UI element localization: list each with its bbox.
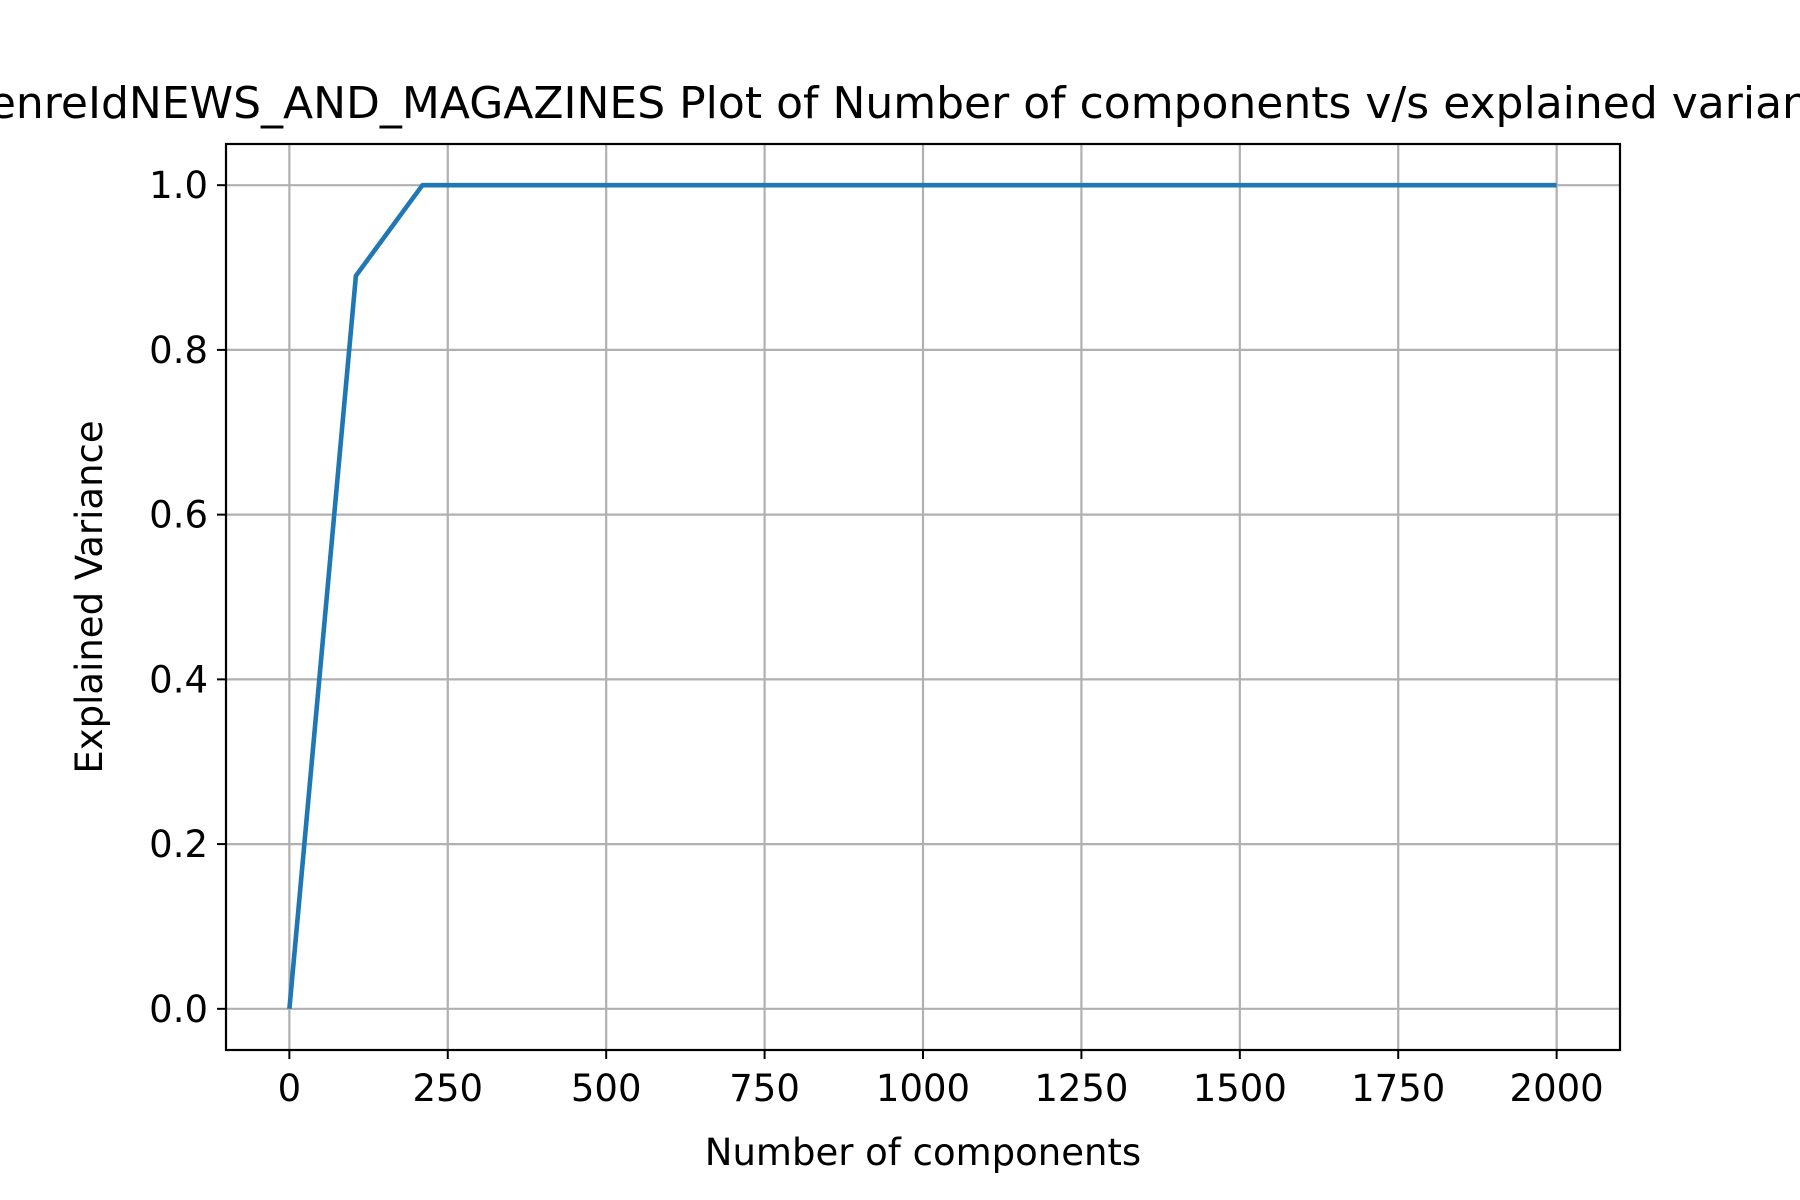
y-tick-label: 1.0 (149, 164, 208, 207)
x-tick-label: 500 (571, 1067, 642, 1110)
y-tick-label: 0.4 (149, 658, 208, 701)
chart-title: enreIdNEWS_AND_MAGAZINES Plot of Number … (0, 78, 1800, 129)
y-tick-label: 0.6 (149, 494, 208, 537)
plot-series (287, 182, 1557, 1010)
axis-ticks: 0 250 500 750 1000 1250 1500 1750 2000 0.0 0.2 0.4 0… (149, 164, 1604, 1110)
x-tick-label: 1250 (1034, 1067, 1128, 1110)
y-axis-label: Explained Variance (68, 420, 111, 773)
y-tick-label: 0.2 (149, 823, 208, 866)
x-tick-label: 2000 (1510, 1067, 1604, 1110)
x-tick-label: 1750 (1351, 1067, 1445, 1110)
x-tick-label: 750 (729, 1067, 800, 1110)
x-axis-label: Number of components (705, 1131, 1141, 1174)
x-tick-label: 250 (412, 1067, 483, 1110)
x-tick-label: 1000 (876, 1067, 970, 1110)
x-tick-label: 1500 (1193, 1067, 1287, 1110)
series-line (287, 182, 1557, 1010)
x-tick-label: 0 (278, 1067, 302, 1110)
grid-lines (226, 144, 1620, 1050)
y-tick-label: 0.8 (149, 329, 208, 372)
y-tick-label: 0.0 (149, 988, 208, 1031)
